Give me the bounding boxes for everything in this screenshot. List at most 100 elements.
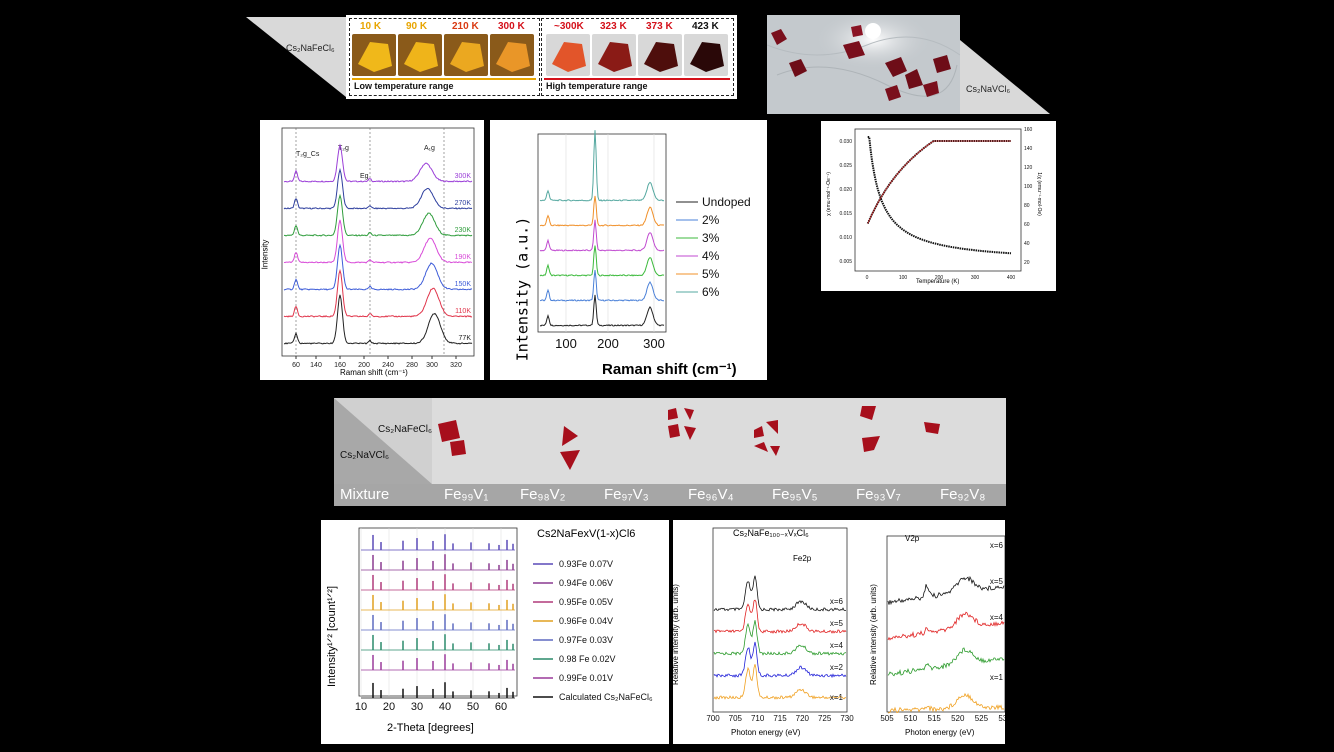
x-axis-label: Temperature (K) (916, 279, 960, 285)
x-tick-label: 10 (355, 701, 367, 713)
mixture-composition-label: Mixture (340, 486, 390, 503)
spectrum-line (539, 219, 665, 252)
vanadium-crystals-photo (767, 15, 960, 114)
x-tick-label: 20 (383, 701, 395, 713)
x-tick-label: 100 (899, 275, 908, 281)
spectrum-line (539, 245, 665, 277)
legend-label: 6% (702, 285, 720, 299)
curve-label: x=6 (990, 541, 1004, 550)
peak-label: A₁g (424, 145, 435, 152)
y-tick-label: 120 (1024, 165, 1033, 171)
plot-frame (281, 127, 475, 357)
v-spectrum (887, 575, 1005, 606)
temperature-label: 90 K (406, 21, 428, 32)
x-tick-label: 300 (971, 275, 980, 281)
legend-label: 5% (702, 267, 720, 281)
y-tick-label: 40 (1024, 241, 1030, 247)
y-tick-label: 20 (1024, 260, 1030, 266)
y-tick-label: 160 (1024, 127, 1033, 133)
curve-label: x=6 (830, 597, 844, 606)
mixture-composition-label: Fe₉₉V₁ (444, 486, 489, 503)
v-y-axis-label: Relative intensity (arb. units) (868, 584, 878, 685)
x-tick-label: 710 (751, 714, 765, 723)
xrd-svg: 10 20 30 40 50 60 0.93Fe 0.07V 0.94Fe 0.06V 0.95… (355, 527, 653, 713)
fe-spectrum (713, 664, 847, 700)
susceptibility-svg: 0 100 200 300 400 0.030 0.025 0.020 0.015 0.010 0.… (839, 127, 1033, 281)
x-tick-label: 720 (796, 714, 810, 723)
legend-label: 2% (702, 213, 720, 227)
plot-frame (537, 133, 667, 333)
temperature-label: 77K (459, 335, 472, 342)
x-tick-label: 320 (450, 362, 462, 369)
temperature-label: 423 K (692, 21, 719, 32)
mixture-composition-label: Fe₉₅V₅ (772, 486, 818, 503)
temperature-label: 110K (455, 308, 471, 315)
cs2nafecl6-triangle-label: Cs₂NaFeCl₆ (246, 17, 346, 97)
y-axis-label: Intensity (a.u.) (513, 216, 532, 362)
x-tick-label: 200 (935, 275, 944, 281)
y-tick-label: 0.025 (839, 163, 852, 169)
x-tick-label: 520 (951, 714, 965, 723)
plot-frame (854, 128, 1022, 272)
legend-label: 3% (702, 231, 720, 245)
cs2navcl6-triangle-label: Cs₂NaVCl₆ (960, 40, 1050, 114)
y-tick-label: 80 (1024, 203, 1030, 209)
fe-x-axis-label: Photon energy (eV) (731, 728, 801, 737)
compound-label: Cs₂NaVCl₆ (966, 84, 1011, 94)
spectrum-line (539, 294, 665, 327)
legend-label: 0.94Fe 0.06V (559, 578, 613, 588)
fe-spectrum (713, 620, 847, 656)
v-spectrum (887, 692, 1005, 714)
x-axis-label: Raman shift (cm⁻¹) (340, 368, 408, 377)
x-tick-label: 140 (310, 362, 322, 369)
temperature-label: 150K (455, 281, 472, 288)
spectrum-line (283, 243, 473, 291)
legend-label: 4% (702, 249, 720, 263)
legend-label: 0.93Fe 0.07V (559, 559, 613, 569)
crystal-photo (352, 34, 396, 76)
spectrum-line (283, 167, 473, 210)
x-tick-label: 280 (406, 362, 418, 369)
v-plot-frame (886, 535, 1005, 713)
spectrum-line (284, 193, 473, 237)
mixture-composition-label: Fe₉₂V₈ (940, 486, 986, 503)
curve-label: x=4 (990, 613, 1004, 622)
x-tick-label: 300 (426, 362, 438, 369)
temperature-label: 230K (455, 227, 472, 234)
legend-label: 0.99Fe 0.01V (559, 673, 613, 683)
y-tick-label: 0.015 (839, 211, 852, 217)
crystal-photo (546, 34, 590, 76)
crystal-photo (638, 34, 682, 76)
fe-y-axis-label: Relative intensity (arb. units) (673, 584, 680, 685)
raman-doping-svg: 100 200 300 Undoped 2% 3% 4% 5% 6% (537, 130, 751, 351)
x-axis-label: Raman shift (cm⁻¹) (602, 361, 737, 378)
x-tick-label: 525 (975, 714, 989, 723)
x-tick-label: 60 (495, 701, 507, 713)
crystal-photo (444, 34, 488, 76)
v-spectrum (887, 647, 1005, 677)
mixture-label-bar: Mixture Fe₉₉V₁ Fe₉₈V₂ Fe₉₇V₃ Fe₉₆V₄ Fe₉₅V₅ Fe₉… (334, 484, 1006, 506)
temperature-label: 300K (455, 173, 472, 180)
xas-chart: 700 705 710 715 720 725 730 x=6 x=5 x=4 x=2 x=1 505 5… (673, 520, 1005, 744)
legend-label: 0.98 Fe 0.02V (559, 654, 616, 664)
mixture-bottom-label: Cs₂NaVCl₆ (340, 450, 390, 461)
y-tick-label: 140 (1024, 146, 1033, 152)
y-tick-label: 0.020 (839, 187, 852, 193)
x-tick-label: 510 (904, 714, 918, 723)
xrd-title: Cs2NaFexV(1-x)Cl6 (537, 528, 636, 540)
legend-label: 0.96Fe 0.04V (559, 616, 613, 626)
x-tick-label: 705 (729, 714, 743, 723)
chi-curve (867, 136, 1012, 255)
temperature-photo-strip: 10 K 90 K 210 K 300 K ~300K 323 K 373 K 423 K L… (346, 15, 737, 99)
temperature-label: ~300K (554, 21, 584, 32)
curve-label: x=5 (990, 577, 1004, 586)
spectrum-line (539, 270, 664, 302)
temperature-label: 10 K (360, 21, 382, 32)
x-tick-label: 60 (292, 362, 300, 369)
spectrum-line (283, 294, 473, 345)
legend-label: Calculated Cs₂NaFeCl₆ (559, 692, 653, 702)
peak-label: Eg (360, 173, 369, 180)
mixture-composition-label: Fe₉₃V₇ (856, 486, 901, 503)
x-tick-label: 0 (866, 275, 869, 281)
crystal-photo (592, 34, 636, 76)
